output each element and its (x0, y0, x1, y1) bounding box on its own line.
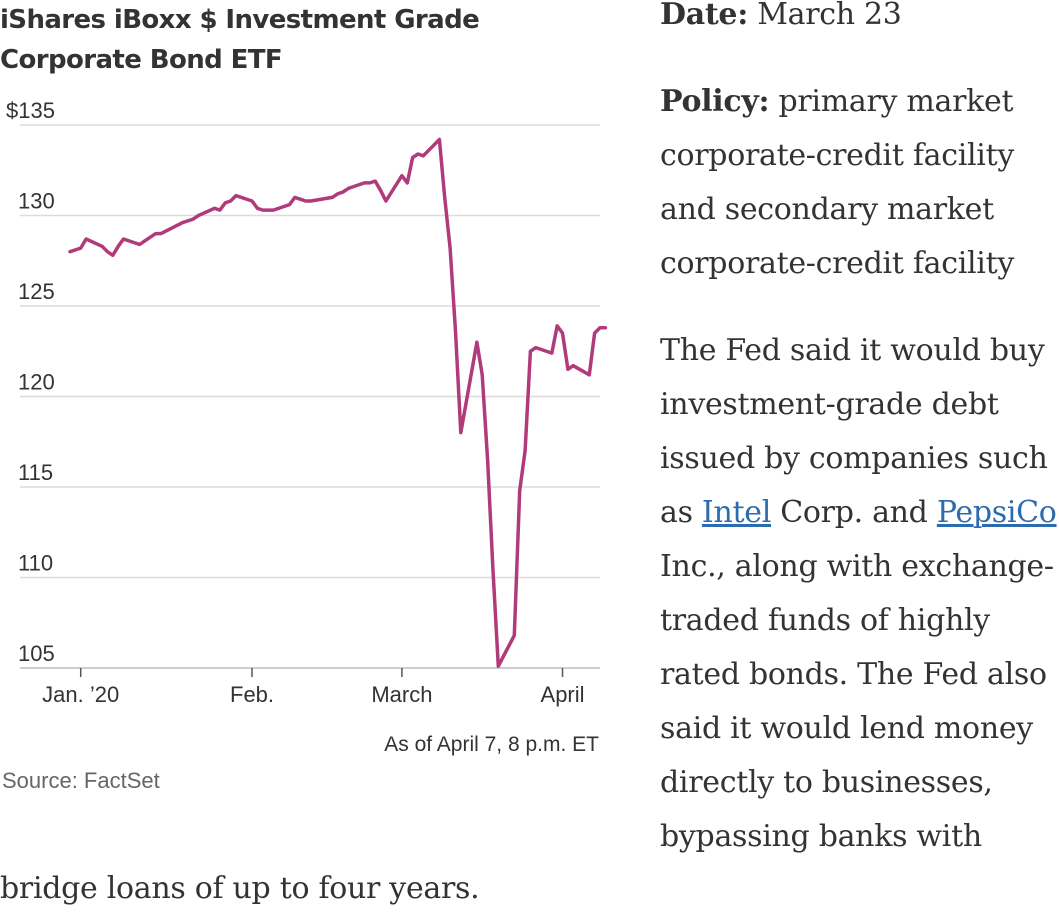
date-label: Date: (660, 0, 748, 32)
x-tick-label: Jan. ’20 (42, 682, 119, 707)
policy-value: primary market corporate-credit facility… (660, 84, 1015, 281)
date-line: Date: March 23 (660, 0, 1059, 42)
article-sidebar: Date: March 23 Policy: primary market co… (660, 0, 1059, 897)
y-tick-label: 110 (18, 551, 53, 576)
x-tick-label: Feb. (230, 682, 274, 707)
x-tick-label: April (541, 682, 585, 707)
pepsico-link[interactable]: PepsiCo (936, 495, 1057, 530)
y-tick-label: 130 (18, 189, 55, 214)
policy-line: Policy: primary market corporate-credit … (660, 75, 1059, 291)
y-tick-label: 125 (18, 279, 55, 304)
line-chart: $135 130 125 120 115 110 105 Jan. ’20 Feb. March… (6, 98, 608, 707)
series-layer (68, 137, 608, 668)
series-line (68, 137, 608, 668)
y-tick-label: $135 (6, 98, 55, 123)
date-value: March 23 (747, 0, 902, 32)
y-tick-label: 115 (18, 460, 53, 485)
x-tick-label: March (371, 682, 432, 707)
as-of-note: As of April 7, 8 p.m. ET (384, 733, 599, 756)
intel-link[interactable]: Intel (701, 495, 771, 530)
x-axis: Jan. ’20 Feb. March April (42, 668, 585, 707)
body-text-start: The Fed said it would buy investment-gra… (660, 333, 1048, 530)
y-tick-label: 105 (18, 641, 55, 666)
grid-lines (20, 124, 600, 669)
chart-title: iShares iBoxx $ Investment Grade Corpora… (0, 5, 480, 75)
paragraph-continuation: bridge loans of up to four years. (0, 871, 480, 906)
body-text-middle: Corp. and (771, 495, 937, 530)
source-note: Source: FactSet (2, 768, 160, 793)
body-paragraph: The Fed said it would buy investment-gra… (660, 324, 1059, 864)
policy-label: Policy: (660, 84, 770, 119)
y-tick-label: 120 (18, 370, 55, 395)
body-text-end: Inc., along with exchange-traded funds o… (660, 549, 1054, 854)
y-axis-labels: $135 130 125 120 115 110 105 (6, 98, 55, 666)
